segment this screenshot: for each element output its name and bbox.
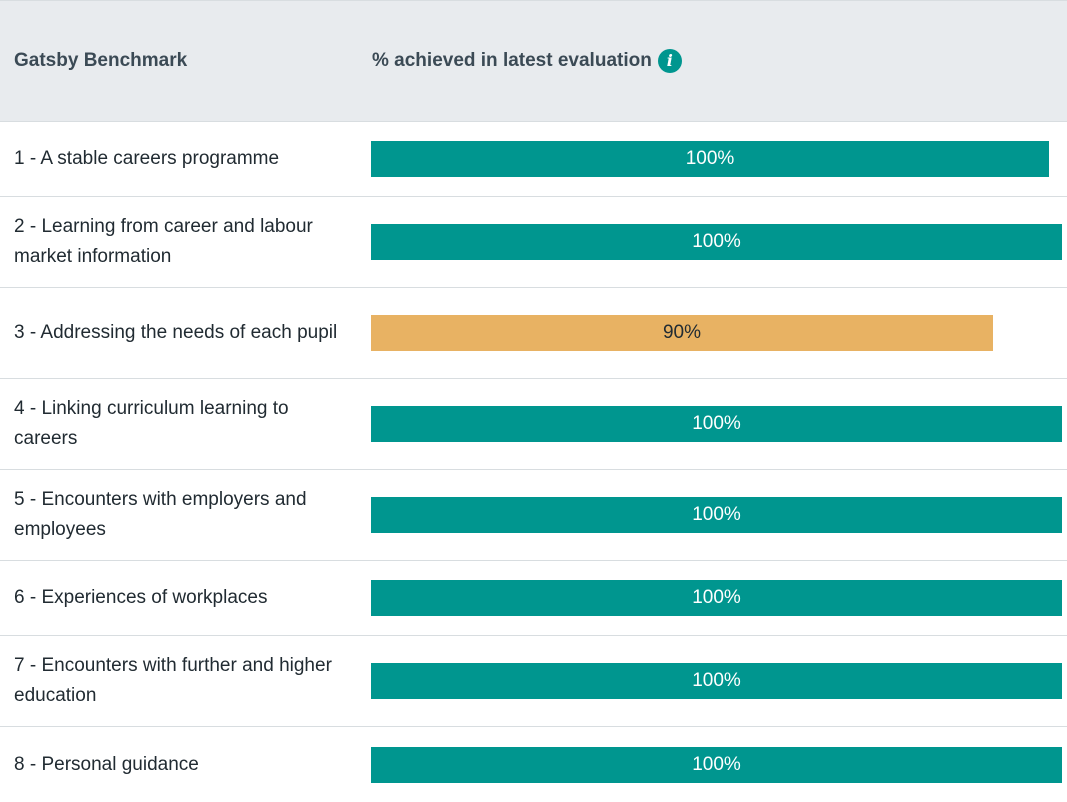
table-header: Gatsby Benchmark % achieved in latest ev… xyxy=(0,0,1067,122)
progress-bar: 100% xyxy=(371,746,1062,783)
bar-cell: 100% xyxy=(358,580,1067,616)
info-icon[interactable]: i xyxy=(657,49,682,73)
benchmark-column-header: Gatsby Benchmark xyxy=(14,50,188,71)
table-row: 3 - Addressing the needs of each pupil 9… xyxy=(0,288,1067,379)
bar-track: 100% xyxy=(371,497,1062,533)
benchmark-name: 8 - Personal guidance xyxy=(14,753,199,775)
bar-cell: 100% xyxy=(358,141,1067,177)
progress-bar: 100% xyxy=(371,224,1062,260)
progress-bar: 90% xyxy=(371,315,993,351)
table-row: 5 - Encounters with employers and employ… xyxy=(0,470,1067,561)
progress-bar: 100% xyxy=(371,141,1049,177)
benchmark-name: 4 - Linking curriculum learning to caree… xyxy=(14,398,289,449)
bar-track: 100% xyxy=(371,406,1062,442)
bar-track: 100% xyxy=(371,141,1062,177)
table-row: 8 - Personal guidance 100% xyxy=(0,727,1067,802)
benchmark-name: 3 - Addressing the needs of each pupil xyxy=(14,322,338,343)
bar-cell: 100% xyxy=(358,663,1067,699)
table-row: 2 - Learning from career and labour mark… xyxy=(0,197,1067,288)
table-row: 1 - A stable careers programme 100% xyxy=(0,122,1067,197)
benchmark-name: 1 - A stable careers programme xyxy=(14,148,280,169)
bar-track: 100% xyxy=(371,224,1062,260)
bar-cell: 90% xyxy=(358,315,1067,351)
bar-cell: 100% xyxy=(358,497,1067,533)
progress-bar: 100% xyxy=(371,497,1062,533)
percent-column-label: % achieved in latest evaluation xyxy=(372,50,652,71)
benchmark-name: 5 - Encounters with employers and employ… xyxy=(14,489,307,540)
bar-cell: 100% xyxy=(358,746,1067,783)
table-row: 7 - Encounters with further and higher e… xyxy=(0,636,1067,727)
benchmark-name: 6 - Experiences of workplaces xyxy=(14,587,268,608)
table-row: 6 - Experiences of workplaces 100% xyxy=(0,561,1067,636)
benchmark-name: 2 - Learning from career and labour mark… xyxy=(14,216,313,267)
bar-track: 100% xyxy=(371,663,1062,699)
progress-bar: 100% xyxy=(371,406,1062,442)
progress-bar: 100% xyxy=(371,580,1062,616)
bar-track: 100% xyxy=(371,746,1062,783)
progress-bar: 100% xyxy=(371,663,1062,699)
bar-track: 90% xyxy=(371,315,1062,351)
bar-cell: 100% xyxy=(358,406,1067,442)
percent-column-header: % achieved in latest evaluation i xyxy=(358,49,682,73)
table-row: 4 - Linking curriculum learning to caree… xyxy=(0,379,1067,470)
benchmark-name: 7 - Encounters with further and higher e… xyxy=(14,655,332,706)
bar-track: 100% xyxy=(371,580,1062,616)
bar-cell: 100% xyxy=(358,224,1067,260)
